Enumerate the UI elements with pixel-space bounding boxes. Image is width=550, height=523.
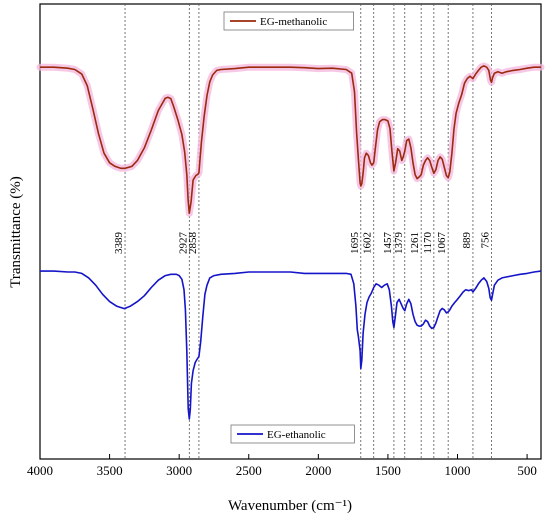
legend-box <box>230 424 355 444</box>
peak-label: 889 <box>461 232 473 249</box>
legend-layer: EG-methanolic EG-ethanolic <box>223 11 355 444</box>
series-layer <box>36 62 545 420</box>
peak-label: 1261 <box>409 232 421 254</box>
series-shade-0 <box>36 62 545 217</box>
peak-label: 1602 <box>362 232 374 254</box>
legend-label: EG-methanolic <box>260 16 327 28</box>
x-tick-label: 2000 <box>305 463 331 478</box>
peak-label: 2927 <box>177 232 189 255</box>
peak-label: 1457 <box>382 232 394 255</box>
peak-label: 756 <box>479 232 491 249</box>
plot-area-frame <box>39 3 542 460</box>
x-tick-label: 500 <box>517 463 537 478</box>
peak-label: 2858 <box>187 232 199 255</box>
x-tick-label: 3500 <box>97 463 123 478</box>
peak-label: 1695 <box>349 232 361 255</box>
peak-label: 1067 <box>436 232 448 255</box>
peak-label: 1170 <box>422 232 434 254</box>
x-tick-layer: 4000 3500 3000 2500 2000 1500 1000 500 <box>27 454 537 478</box>
peak-label: 3389 <box>113 232 125 255</box>
series-line-0 <box>40 65 541 215</box>
peak-label: 1379 <box>393 232 405 255</box>
x-tick-label: 1000 <box>445 463 471 478</box>
legend-box <box>223 11 355 31</box>
legend-label: EG-ethanolic <box>267 429 326 441</box>
series-line-1 <box>40 270 542 420</box>
x-axis-title: Wavenumber (cm⁻¹) <box>228 498 352 514</box>
x-tick-label: 2500 <box>236 463 262 478</box>
x-tick-label: 1500 <box>375 463 401 478</box>
x-tick-label: 3000 <box>166 463 192 478</box>
x-tick-label: 4000 <box>27 463 53 478</box>
y-axis-title: Transmittance (%) <box>8 176 24 288</box>
